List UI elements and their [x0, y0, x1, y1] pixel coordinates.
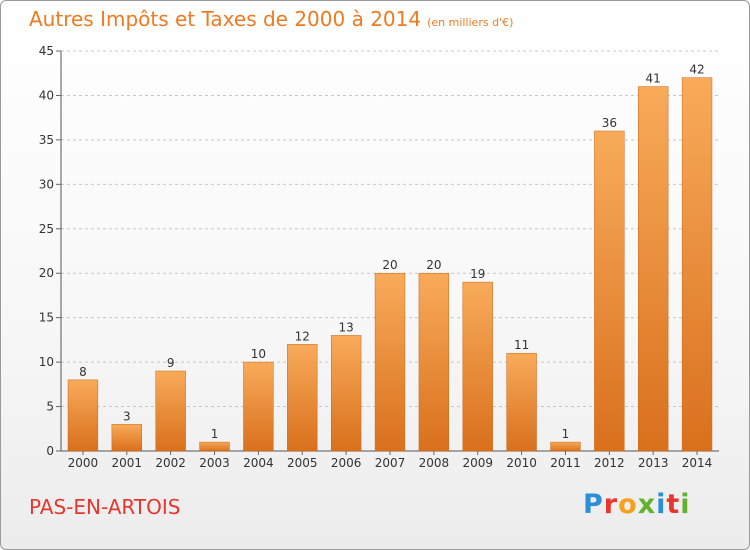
bar	[374, 272, 406, 452]
bar	[330, 335, 362, 452]
x-tick-label: 2003	[199, 456, 230, 470]
data-label: 11	[514, 338, 529, 352]
logo-letter: P	[583, 489, 604, 520]
data-label: 3	[123, 409, 131, 423]
logo-letter: i	[656, 489, 667, 520]
x-tick-label: 2001	[112, 456, 143, 470]
data-label: 1	[562, 427, 570, 441]
bar	[287, 344, 318, 452]
bar	[111, 424, 142, 452]
bar	[506, 352, 537, 452]
bar	[67, 379, 99, 452]
logo-letter: o	[618, 489, 638, 520]
x-tick-label: 2010	[506, 456, 537, 470]
y-tick-label: 0	[46, 444, 54, 458]
x-tick-label: 2005	[287, 456, 318, 470]
data-label: 20	[426, 258, 441, 272]
y-tick-label: 20	[39, 266, 54, 280]
data-label: 20	[382, 258, 397, 272]
bar	[243, 361, 274, 452]
data-label: 1	[211, 427, 219, 441]
data-label: 9	[167, 356, 175, 370]
y-tick-label: 35	[39, 133, 54, 147]
bar	[594, 130, 625, 452]
bar	[199, 441, 230, 452]
x-tick-label: 2011	[550, 456, 581, 470]
x-tick-label: 2014	[682, 456, 713, 470]
y-tick-label: 25	[39, 222, 54, 236]
logo-letter: r	[603, 489, 619, 520]
data-label: 8	[79, 365, 87, 379]
data-label: 13	[338, 320, 353, 334]
data-label: 10	[251, 347, 266, 361]
x-tick-label: 2006	[331, 456, 362, 470]
y-tick-label: 15	[39, 311, 54, 325]
chart-unit: (en milliers d'€)	[427, 16, 514, 29]
chart-title: Autres Impôts et Taxes de 2000 à 2014	[29, 7, 422, 31]
y-tick-label: 10	[39, 355, 54, 369]
y-tick-label: 30	[39, 177, 54, 191]
x-tick-label: 2008	[419, 456, 450, 470]
commune-name: PAS-EN-ARTOIS	[29, 495, 181, 519]
data-label: 42	[689, 63, 704, 77]
x-tick-label: 2000	[68, 456, 99, 470]
labels: 8 2000 3 2001 9 2002 1 2003 10 2004 12 2005 13 2006 20…	[68, 63, 713, 470]
y-tick-label: 45	[39, 44, 54, 58]
x-tick-label: 2012	[594, 456, 625, 470]
bar	[462, 281, 493, 452]
y-tick-label: 40	[39, 88, 54, 102]
bar	[550, 441, 581, 452]
y-tick-label: 5	[46, 400, 54, 414]
x-tick-label: 2004	[243, 456, 274, 470]
bar	[155, 370, 186, 452]
data-label: 36	[602, 116, 617, 130]
chart-title-row: Autres Impôts et Taxes de 2000 à 2014 (en…	[29, 7, 513, 31]
proxiti-logo: Proxiti	[583, 489, 691, 520]
data-label: 12	[295, 329, 310, 343]
bar	[638, 86, 669, 452]
x-tick-label: 2007	[375, 456, 406, 470]
logo-letter: i	[680, 489, 691, 520]
x-tick-label: 2013	[638, 456, 669, 470]
data-label: 41	[646, 72, 661, 86]
x-tick-label: 2002	[155, 456, 186, 470]
x-tick-label: 2009	[462, 456, 493, 470]
logo-letter: t	[666, 489, 681, 520]
bar	[418, 272, 450, 452]
bar	[681, 77, 713, 452]
bars	[67, 77, 713, 452]
logo-letter: x	[637, 489, 657, 520]
data-label: 19	[470, 267, 485, 281]
